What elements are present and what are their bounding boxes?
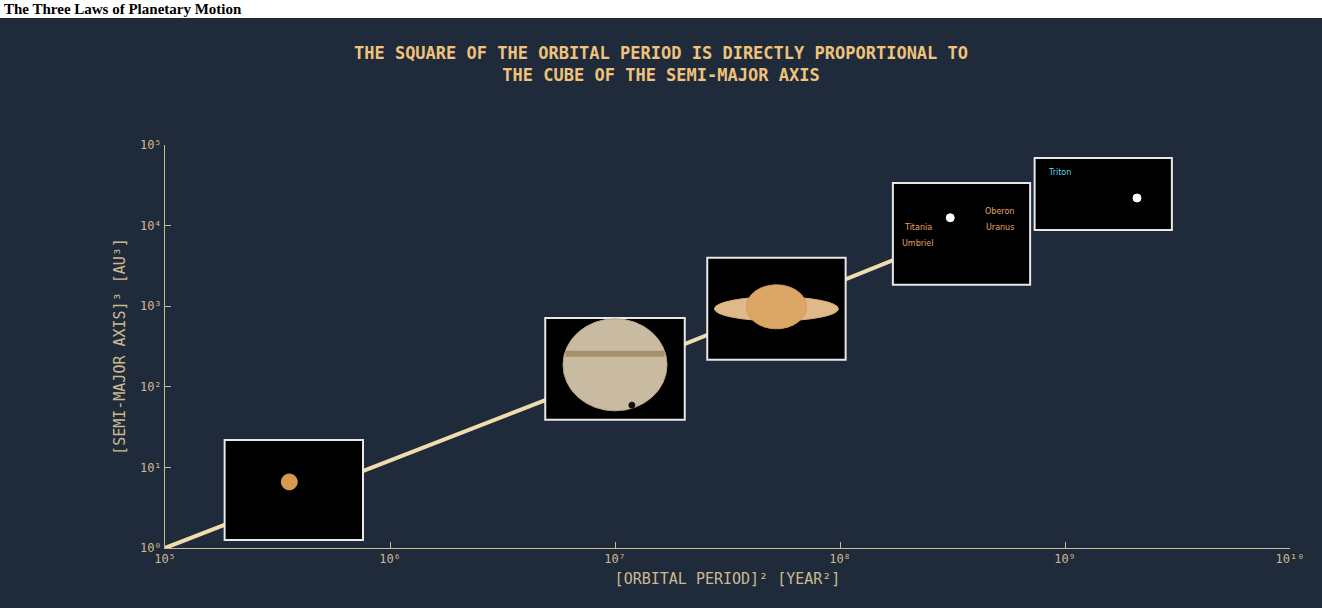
svg-text:10⁹: 10⁹ bbox=[1054, 552, 1076, 566]
svg-text:10⁶: 10⁶ bbox=[379, 552, 401, 566]
svg-text:Oberon: Oberon bbox=[985, 207, 1014, 216]
svg-text:10⁷: 10⁷ bbox=[604, 552, 626, 566]
svg-text:Titania: Titania bbox=[904, 223, 932, 232]
svg-text:10¹⁰: 10¹⁰ bbox=[1276, 552, 1305, 566]
svg-text:10⁴: 10⁴ bbox=[140, 219, 162, 233]
svg-text:[SEMI-MAJOR AXIS]³ [AU³]: [SEMI-MAJOR AXIS]³ [AU³] bbox=[111, 238, 129, 455]
svg-text:Triton: Triton bbox=[1048, 168, 1071, 177]
svg-text:10¹: 10¹ bbox=[140, 461, 162, 475]
svg-text:10⁸: 10⁸ bbox=[829, 552, 851, 566]
html-text:The Three Laws of Planetary Mo: The Three Laws of Planetary Motion bbox=[4, 1, 242, 17]
svg-text:Umbriel: Umbriel bbox=[902, 239, 933, 248]
svg-text:Uranus: Uranus bbox=[986, 223, 1014, 232]
svg-text:10³: 10³ bbox=[140, 299, 162, 313]
svg-text:[ORBITAL PERIOD]² [YEAR²]: [ORBITAL PERIOD]² [YEAR²] bbox=[615, 570, 841, 588]
svg-text:10²: 10² bbox=[140, 380, 162, 394]
svg-text:10⁰: 10⁰ bbox=[140, 541, 162, 555]
svg-text:10⁵: 10⁵ bbox=[140, 138, 162, 152]
svg-text:10⁵: 10⁵ bbox=[154, 552, 176, 566]
svg-text:THE SQUARE OF THE ORBITAL PERI: THE SQUARE OF THE ORBITAL PERIOD IS DIRE… bbox=[354, 43, 968, 85]
